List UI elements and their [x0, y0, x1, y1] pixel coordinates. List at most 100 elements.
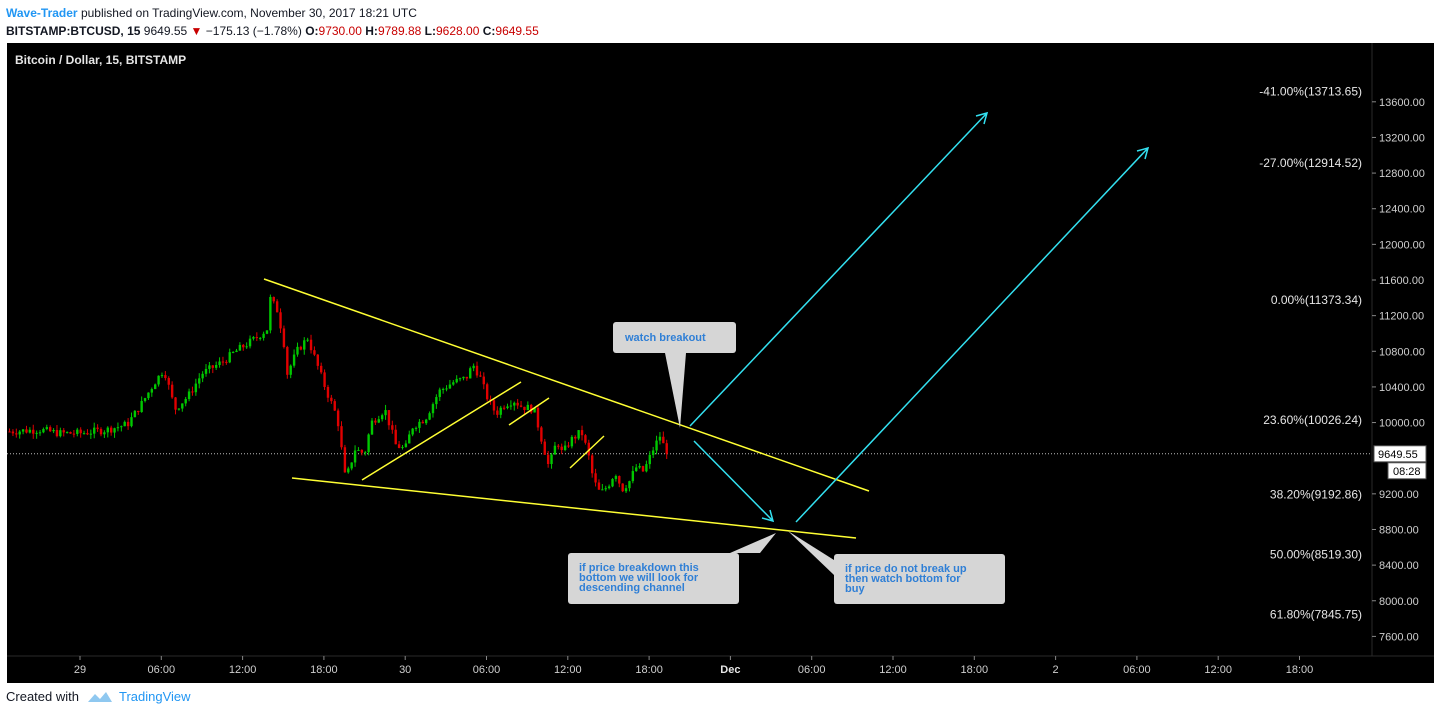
upper-trendline[interactable] [263, 278, 870, 492]
candle-down [387, 410, 391, 426]
candle-down [374, 420, 377, 423]
candle-up [357, 449, 360, 451]
candle-up [553, 445, 557, 455]
candle-up [113, 428, 116, 433]
down-arrow-icon: ▼ [190, 24, 203, 38]
time-axis[interactable]: 29 06:00 12:00 18:00 30 06:00 12:00 18:00 Dec 06:… [74, 656, 1313, 676]
candle-down [86, 433, 89, 435]
candle-down [316, 354, 320, 366]
candle-up [445, 388, 448, 390]
bounce-arrow[interactable] [795, 147, 1149, 523]
candle-down [137, 410, 140, 413]
trendlines[interactable] [263, 278, 870, 539]
tradingview-link[interactable]: TradingView [118, 689, 191, 704]
price-tick-label: 11600.00 [1379, 275, 1424, 287]
candle-down [96, 427, 99, 429]
candle-up [147, 392, 150, 399]
candle-up [208, 365, 211, 369]
time-tick-label: Dec [720, 664, 740, 676]
candle-up [201, 373, 204, 379]
candle-up [408, 434, 411, 444]
callout-watch-breakout[interactable]: watch breakout [613, 322, 736, 428]
publish-info: published on TradingView.com, November 3… [80, 6, 417, 20]
candle-up [425, 419, 428, 424]
callout-bottom[interactable]: if price do not break up then watch bott… [788, 531, 1005, 604]
candle-down [299, 346, 303, 350]
candle-down [519, 405, 523, 407]
breakdown-arrow[interactable] [693, 440, 774, 522]
candle-up [82, 433, 86, 435]
candle-up [631, 471, 635, 482]
candle-down [540, 427, 543, 442]
author-link[interactable]: Wave-Trader [6, 6, 78, 20]
candle-down [397, 444, 401, 448]
price-tick-label: 13200.00 [1379, 132, 1425, 144]
candle-up [52, 429, 55, 432]
candle-down [221, 361, 225, 363]
candle-down [580, 430, 584, 436]
last-price-marker: 9649.55 08:28 [1373, 445, 1427, 480]
fib-level-label: 61.80%(7845.75) [1270, 608, 1362, 622]
callout-text: watch breakout [624, 332, 706, 344]
candle-up [106, 427, 109, 433]
candle-up [604, 488, 607, 490]
candle-up [133, 410, 137, 418]
publish-line: Wave-Trader published on TradingView.com… [6, 4, 539, 22]
flag-line-3[interactable] [569, 435, 605, 469]
flag-line-1[interactable] [361, 381, 522, 481]
time-tick-label: 12:00 [554, 664, 582, 676]
candle-down [242, 344, 245, 348]
candle-up [607, 486, 611, 489]
time-tick-label: 18:00 [1286, 664, 1314, 676]
candle-down [8, 431, 11, 433]
breakdown-arrow-head [761, 509, 775, 523]
candle-up [563, 445, 567, 451]
candle-up [441, 388, 445, 390]
breakout-arrow[interactable] [689, 112, 988, 427]
candle-up [658, 436, 662, 441]
candle-down [319, 365, 323, 373]
lower-trendline[interactable] [291, 477, 857, 539]
symbol: BITSTAMP:BTCUSD, 15 [6, 24, 141, 38]
flag-line-2[interactable] [508, 397, 550, 426]
candle-up [76, 429, 79, 434]
candle-up [411, 428, 414, 435]
candle-down [594, 473, 597, 483]
last-price-box [1373, 445, 1427, 463]
candle-down [62, 430, 65, 433]
candle-down [72, 433, 76, 435]
candle-down [516, 402, 519, 406]
candle-up [414, 427, 418, 429]
candle-down [485, 384, 489, 400]
time-tick-label: 12:00 [229, 664, 257, 676]
candle-down [286, 347, 289, 375]
candle-down [48, 427, 52, 432]
projection-arrows[interactable] [689, 111, 1150, 523]
candle-up [120, 426, 123, 428]
candle-up [455, 378, 458, 383]
price-tick-label: 10400.00 [1379, 382, 1425, 394]
candle-up [353, 450, 357, 463]
candle-down [475, 365, 479, 376]
candle-down [496, 410, 499, 415]
price-tick-label: 13600.00 [1379, 97, 1425, 109]
candle-up [292, 354, 296, 366]
candles[interactable] [8, 294, 668, 493]
candle-up [289, 365, 292, 375]
candle-up [262, 333, 265, 338]
candle-up [350, 462, 353, 469]
price-tick-label: 9200.00 [1379, 489, 1419, 501]
callout-text-line-2: bottom we will look for [579, 572, 699, 584]
candle-up [252, 337, 255, 339]
time-tick-label: 06:00 [1123, 664, 1151, 676]
candle-up [428, 413, 431, 420]
price-axis[interactable]: 13600.00 13200.00 12800.00 12400.00 12000.00… [1372, 97, 1425, 644]
callout-breakdown[interactable]: if price breakdown this bottom we will l… [568, 533, 776, 604]
price-tick-label: 8800.00 [1379, 524, 1419, 536]
callout-text-line-2: then watch bottom for [845, 573, 961, 585]
price-tick-label: 12000.00 [1379, 239, 1425, 251]
candle-down [330, 397, 333, 402]
ohlc-line: BITSTAMP:BTCUSD, 15 9649.55 ▼ −175.13 (−… [6, 22, 539, 40]
fib-level-label: 23.60%(10026.24) [1263, 413, 1362, 427]
